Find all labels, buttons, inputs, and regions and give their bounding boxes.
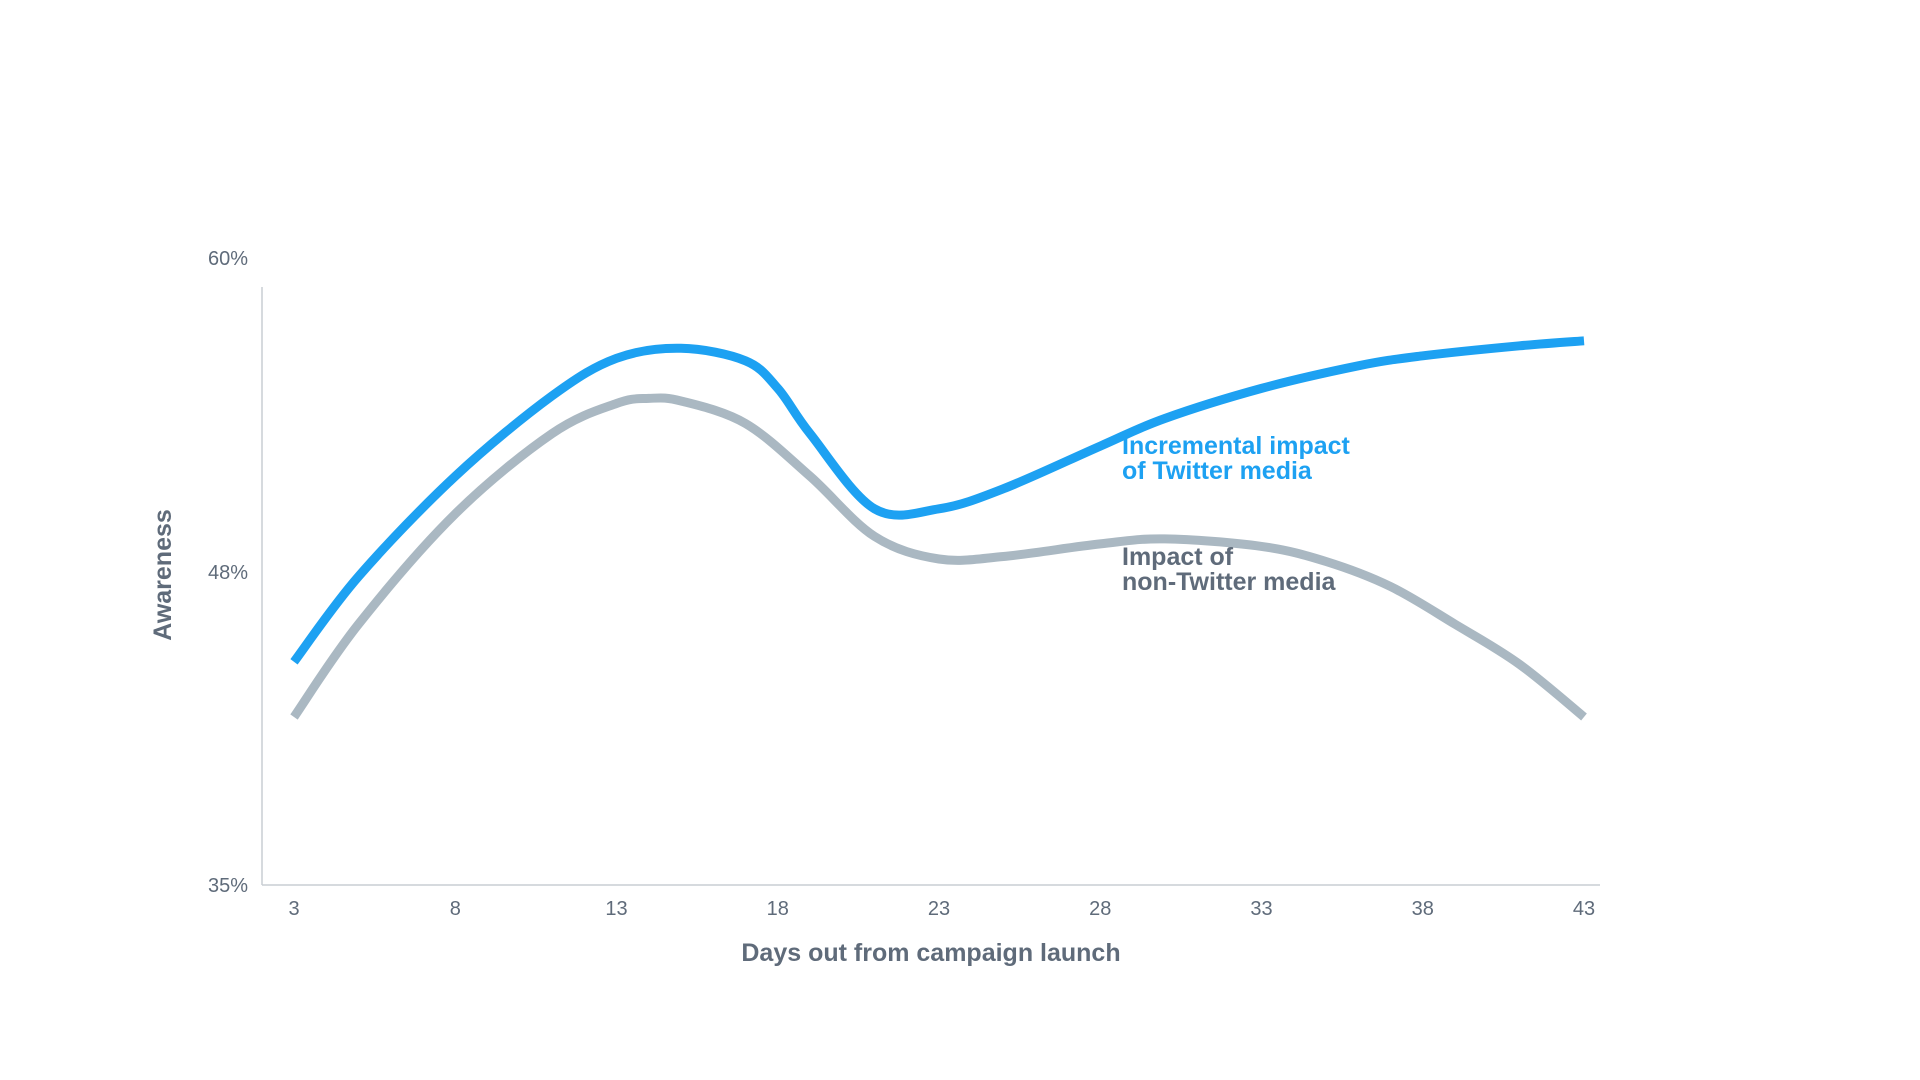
x-tick-label: 23: [928, 898, 950, 920]
x-tick-label: 18: [767, 898, 789, 920]
x-axis-title: Days out from campaign launch: [741, 939, 1120, 967]
x-tick-labels: 3 8 13 18 23 28 33 38 43: [288, 898, 1595, 920]
series-label-line: of Twitter media: [1122, 457, 1313, 485]
series-label-line: Impact of: [1122, 543, 1234, 571]
series-layer: [290, 336, 1587, 721]
series-label-non-twitter: Impact of non-Twitter media: [1122, 543, 1337, 596]
series-label-line: Incremental impact: [1122, 432, 1351, 460]
series-line-twitter: [290, 336, 1585, 665]
y-tick-labels: 35% 48% 60%: [208, 248, 248, 897]
x-tick-label: 33: [1250, 898, 1272, 920]
y-tick-label: 48%: [208, 562, 248, 584]
x-tick-label: 43: [1573, 898, 1595, 920]
series-label-line: non-Twitter media: [1122, 568, 1337, 596]
x-tick-label: 28: [1089, 898, 1111, 920]
y-tick-label: 35%: [208, 875, 248, 897]
series-labels: Incremental impact of Twitter media Impact…: [1122, 432, 1351, 596]
y-tick-label: 60%: [208, 248, 248, 270]
x-tick-label: 8: [450, 898, 461, 920]
x-tick-label: 3: [288, 898, 299, 920]
x-tick-label: 38: [1412, 898, 1434, 920]
series-label-twitter: Incremental impact of Twitter media: [1122, 432, 1351, 485]
y-axis-title: Awareness: [149, 509, 177, 641]
x-tick-label: 13: [605, 898, 627, 920]
series-line-non-twitter: [290, 393, 1587, 721]
